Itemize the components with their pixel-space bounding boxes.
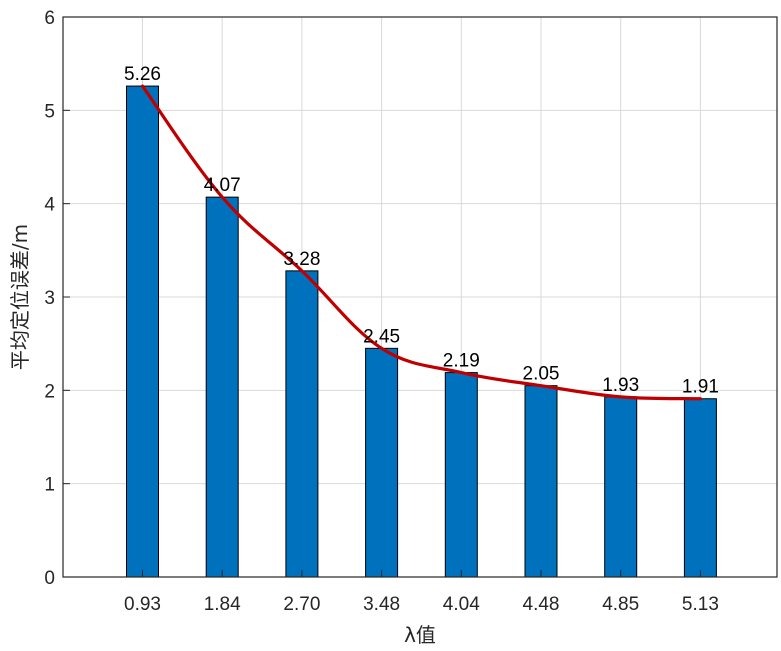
- bar: [444, 372, 478, 578]
- x-tick-label: 2.70: [283, 594, 320, 615]
- x-tick-label: 1.84: [204, 594, 241, 615]
- bar-value-label: 3.28: [283, 249, 320, 270]
- bar-value-label: 1.91: [682, 377, 719, 398]
- bar: [683, 398, 717, 578]
- y-tick-label: 1: [44, 475, 55, 496]
- y-tick-label: 4: [44, 195, 55, 216]
- bar-value-label: 5.26: [124, 64, 161, 85]
- bar: [365, 347, 399, 578]
- bars: [126, 85, 717, 578]
- x-axis-label: λ值: [404, 623, 436, 647]
- x-tick-label: 0.93: [124, 594, 161, 615]
- y-axis-ticks: 0 1 2 3 4 5 6: [44, 8, 70, 589]
- y-tick-label: 0: [44, 568, 55, 589]
- bar-value-label: 2.05: [523, 364, 560, 385]
- y-axis-label: 平均定位误差/m: [8, 224, 32, 370]
- y-tick-label: 3: [44, 288, 55, 309]
- x-axis-ticks: 0.93 1.84 2.70 3.48 4.04 4.48 4.85 5.13: [124, 570, 719, 615]
- x-tick-label: 3.48: [363, 594, 400, 615]
- bar-value-label: 2.19: [443, 351, 480, 372]
- bar-value-label: 4.07: [204, 175, 241, 196]
- bar: [285, 270, 319, 578]
- y-tick-label: 5: [44, 101, 55, 122]
- y-tick-label: 2: [44, 381, 55, 402]
- bar: [524, 385, 558, 578]
- x-tick-label: 5.13: [682, 594, 719, 615]
- series-line: [140, 84, 702, 401]
- x-tick-label: 4.85: [602, 594, 639, 615]
- data-labels: 5.26 4.07 3.28 2.45 2.19 2.05 1.93 1.91: [124, 64, 719, 398]
- x-tick-label: 4.48: [523, 594, 560, 615]
- bar: [604, 396, 638, 578]
- bar: [205, 196, 239, 578]
- trend-line: [140, 84, 702, 401]
- bar-value-label: 1.93: [602, 375, 639, 396]
- bar: [126, 85, 159, 578]
- bar-value-label: 2.45: [363, 326, 400, 347]
- x-tick-label: 4.04: [443, 594, 480, 615]
- y-tick-label: 6: [44, 8, 55, 29]
